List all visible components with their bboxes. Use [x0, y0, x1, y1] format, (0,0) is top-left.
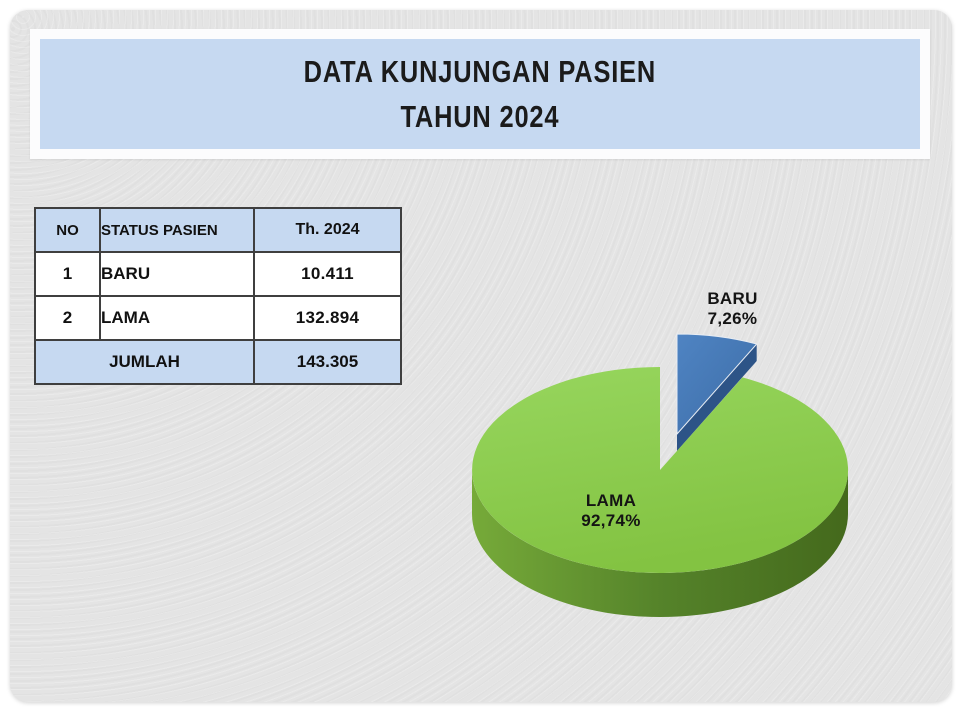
pie-slice-baru-top: [676, 333, 758, 436]
table-row: 1 BARU 10.411: [34, 251, 402, 297]
pie-label-lama: LAMA 92,74%: [546, 491, 676, 531]
row2-no: 2: [34, 295, 101, 341]
table-header-row: NO STATUS PASIEN Th. 2024: [34, 207, 402, 253]
footer-value: 143.305: [253, 339, 402, 385]
slide-canvas: DATA KUNJUNGAN PASIEN TAHUN 2024 NO STAT…: [10, 10, 952, 702]
patient-data-table: NO STATUS PASIEN Th. 2024 1 BARU 10.411 …: [34, 207, 402, 385]
table-footer-row: JUMLAH 143.305: [34, 339, 402, 385]
pie-slice-lama-rim: [472, 470, 848, 617]
header-status: STATUS PASIEN: [99, 207, 255, 253]
row2-value: 132.894: [253, 295, 402, 341]
footer-label: JUMLAH: [34, 339, 255, 385]
pie-label-baru-name: BARU: [707, 289, 758, 308]
row1-value: 10.411: [253, 251, 402, 297]
slide-title-line1: DATA KUNJUNGAN PASIEN: [303, 54, 657, 89]
pie-slice-baru-side: [677, 344, 757, 451]
title-banner: DATA KUNJUNGAN PASIEN TAHUN 2024: [30, 29, 930, 159]
row2-status: LAMA: [99, 295, 255, 341]
pie-slice-lama-top: [472, 367, 849, 573]
header-no: NO: [34, 207, 101, 253]
table-row: 2 LAMA 132.894: [34, 295, 402, 341]
row1-no: 1: [34, 251, 101, 297]
pie-label-baru: BARU 7,26%: [665, 289, 800, 329]
pie-label-lama-name: LAMA: [585, 491, 637, 510]
pie-chart-svg: [472, 333, 849, 617]
slide-title-line2: TAHUN 2024: [400, 99, 560, 134]
pie-label-baru-percent: 7,26%: [707, 309, 758, 328]
pie-label-lama-percent: 92,74%: [581, 511, 641, 530]
header-year: Th. 2024: [253, 207, 402, 253]
row1-status: BARU: [99, 251, 255, 297]
pie-chart: [440, 270, 920, 630]
